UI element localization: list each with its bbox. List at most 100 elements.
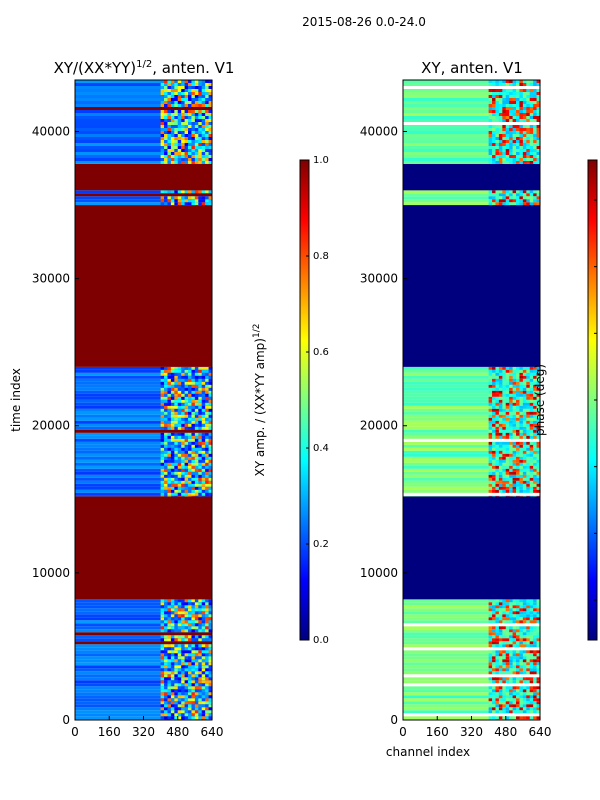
heatmap-cell [198, 411, 203, 415]
heatmap-cell [174, 86, 179, 89]
heatmap-cell [502, 107, 507, 110]
heatmap-cell [177, 477, 182, 481]
heatmap-cell [164, 414, 169, 418]
heatmap-cell [495, 468, 500, 472]
heatmap-cell [512, 143, 517, 146]
heatmap-cell [188, 611, 193, 615]
heatmap-cell [519, 632, 524, 636]
heatmap-cell [188, 131, 193, 134]
heatmap-cell [512, 196, 517, 200]
heatmap-cell [177, 89, 182, 92]
heatmap-cell [533, 716, 538, 720]
heatmap-row [75, 671, 213, 675]
heatmap-cell [526, 161, 531, 164]
heatmap-cell [167, 605, 172, 609]
heatmap-cell [498, 701, 503, 705]
heatmap-cell [502, 199, 507, 203]
heatmap-cell [164, 375, 169, 379]
heatmap-cell [519, 98, 524, 101]
heatmap-row-base [403, 486, 540, 490]
heatmap-cell [205, 408, 210, 412]
heatmap-cell [188, 668, 193, 672]
heatmap-cell [188, 146, 193, 149]
heatmap-cell [167, 155, 172, 158]
heatmap-cell [522, 399, 527, 403]
heatmap-cell [160, 396, 165, 400]
heatmap-cell [201, 650, 206, 654]
heatmap-cell [191, 420, 196, 424]
heatmap-cell [536, 137, 541, 140]
heatmap-cell [488, 384, 493, 388]
heatmap-cell [174, 426, 179, 430]
heatmap-cell [495, 665, 500, 669]
heatmap-cell [208, 704, 213, 708]
heatmap-cell [170, 689, 175, 693]
heatmap-row [403, 650, 541, 654]
right-colorbar: −150−100−50050100150 phase (deg) [533, 159, 598, 641]
heatmap-cell [201, 656, 206, 660]
heatmap-cell [505, 143, 510, 146]
heatmap-cell [177, 140, 182, 143]
heatmap-cell [502, 140, 507, 143]
heatmap-cell [164, 489, 169, 493]
heatmap-cell [164, 644, 169, 648]
heatmap-cell [191, 486, 196, 490]
heatmap-cell [170, 119, 175, 122]
heatmap-cell [536, 611, 541, 615]
heatmap-cell [516, 710, 521, 714]
heatmap-cell [516, 381, 521, 385]
heatmap-cell [181, 465, 186, 469]
heatmap-cell [201, 396, 206, 400]
heatmap-cell [184, 614, 189, 618]
heatmap-cell [208, 689, 213, 693]
heatmap-cell [533, 202, 538, 206]
heatmap-cell [181, 638, 186, 642]
heatmap-cell [505, 605, 510, 609]
heatmap-cell [495, 119, 500, 122]
heatmap-cell [167, 402, 172, 406]
heatmap-cell [198, 134, 203, 137]
heatmap-cell [509, 152, 514, 155]
heatmap-cell [512, 656, 517, 660]
heatmap-cell [188, 483, 193, 487]
heatmap-cell [188, 435, 193, 439]
heatmap-cell [502, 605, 507, 609]
heatmap-cell [184, 202, 189, 206]
heatmap-cell [174, 104, 179, 107]
heatmap-cell [164, 608, 169, 612]
heatmap-cell [495, 608, 500, 612]
heatmap-cell [177, 408, 182, 412]
heatmap-cell [505, 659, 510, 663]
heatmap-cell [519, 137, 524, 140]
heatmap-cell [160, 408, 165, 412]
heatmap-row [75, 677, 213, 681]
heatmap-cell [495, 125, 500, 128]
heatmap-cell [488, 399, 493, 403]
heatmap-cell [198, 137, 203, 140]
heatmap-cell [526, 101, 531, 104]
heatmap-cell [505, 626, 510, 630]
heatmap-cell [536, 387, 541, 391]
heatmap-cell [536, 190, 541, 194]
heatmap-cell [167, 432, 172, 436]
heatmap-cell [533, 468, 538, 472]
heatmap-cell [529, 158, 534, 161]
heatmap-cell [170, 456, 175, 460]
heatmap-cell [181, 435, 186, 439]
heatmap-cell [522, 161, 527, 164]
heatmap-cell [519, 620, 524, 624]
heatmap-cell [519, 161, 524, 164]
heatmap-cell [488, 605, 493, 609]
heatmap-cell [498, 202, 503, 206]
heatmap-cell [198, 143, 203, 146]
heatmap-cell [536, 614, 541, 618]
heatmap-row [75, 486, 213, 490]
heatmap-cell [174, 659, 179, 663]
heatmap-cell [188, 414, 193, 418]
heatmap-cell [533, 104, 538, 107]
heatmap-cell [198, 465, 203, 469]
heatmap-cell [526, 152, 531, 155]
heatmap-row-base [75, 152, 212, 155]
heatmap-cell [488, 119, 493, 122]
heatmap-cell [529, 396, 534, 400]
